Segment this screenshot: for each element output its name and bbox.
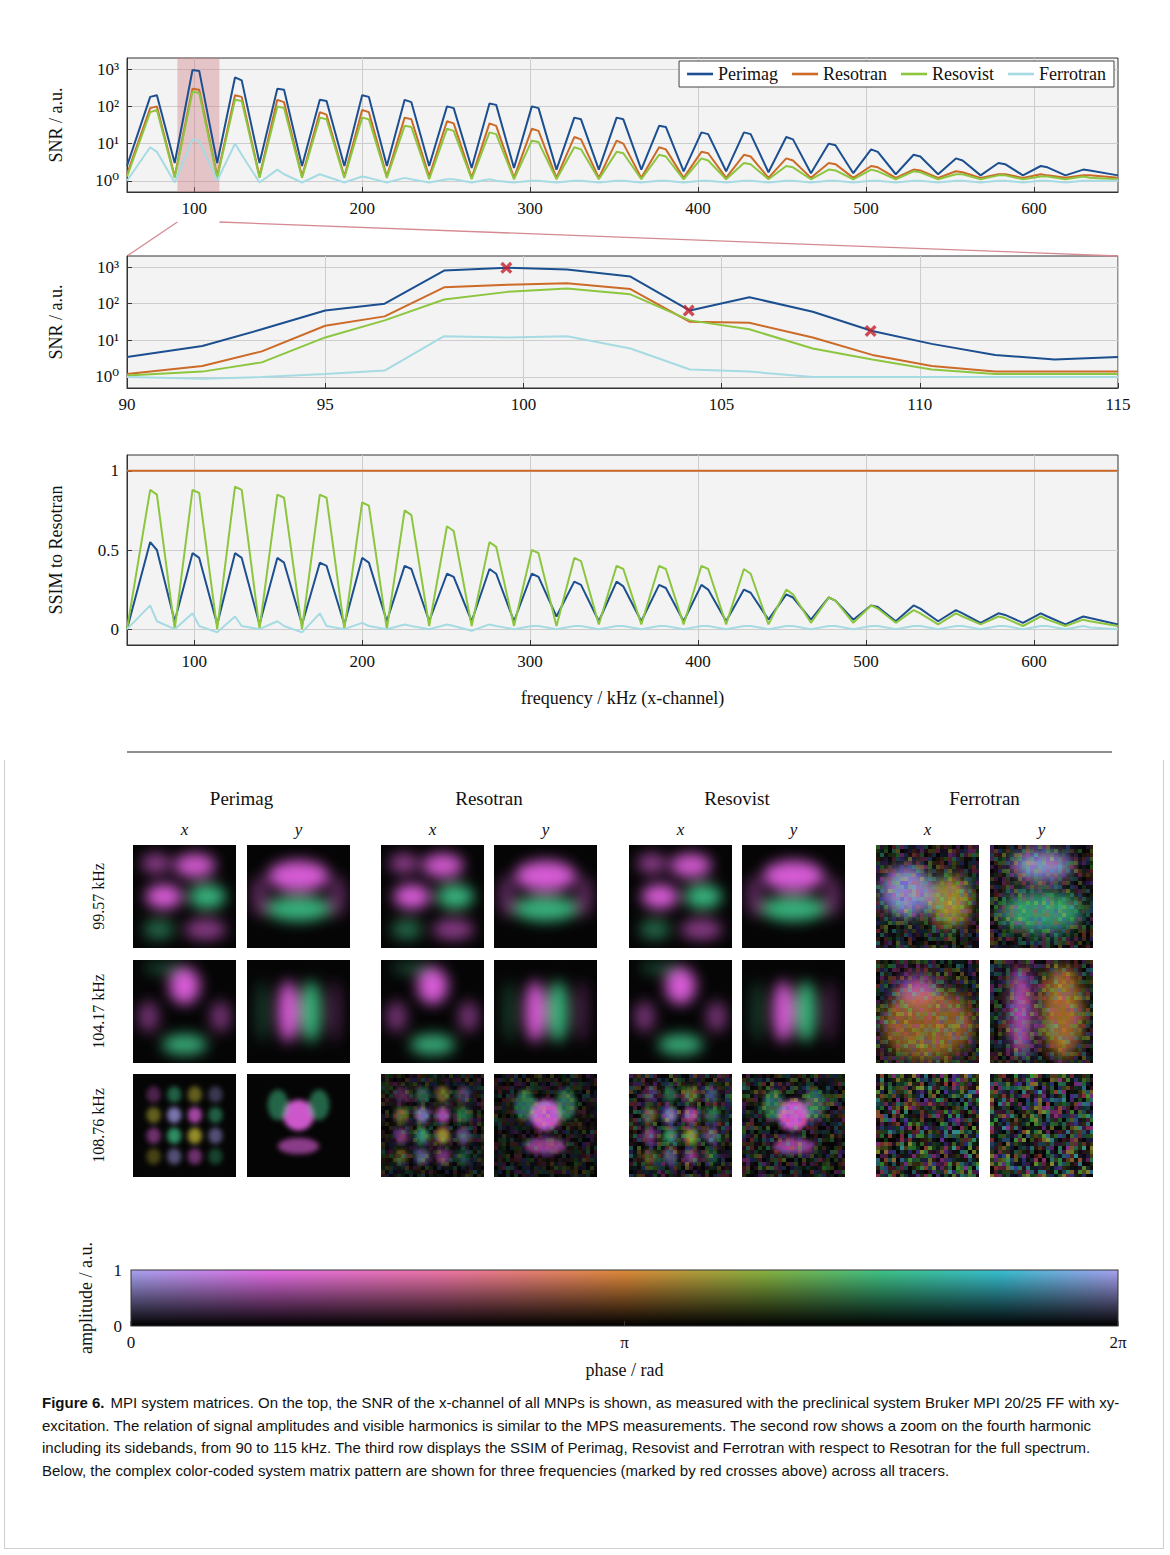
svg-text:Perimag: Perimag xyxy=(210,788,274,809)
svg-text:10⁰: 10⁰ xyxy=(95,367,119,386)
svg-text:10²: 10² xyxy=(97,97,119,116)
svg-text:x: x xyxy=(923,820,932,839)
svg-text:100: 100 xyxy=(181,199,207,218)
svg-text:105: 105 xyxy=(709,395,735,414)
svg-text:1: 1 xyxy=(114,1261,123,1280)
svg-text:400: 400 xyxy=(685,199,711,218)
svg-text:100: 100 xyxy=(511,395,537,414)
svg-text:frequency / kHz (x-channel): frequency / kHz (x-channel) xyxy=(521,688,724,709)
svg-text:10²: 10² xyxy=(97,294,119,313)
svg-text:0.5: 0.5 xyxy=(98,541,119,560)
svg-text:Perimag: Perimag xyxy=(718,64,778,84)
svg-text:1: 1 xyxy=(111,461,120,480)
svg-text:SNR / a.u.: SNR / a.u. xyxy=(46,284,66,359)
svg-text:Resovist: Resovist xyxy=(932,64,994,84)
svg-text:Ferrotran: Ferrotran xyxy=(1039,64,1106,84)
svg-text:108.76 kHz: 108.76 kHz xyxy=(90,1088,107,1163)
svg-text:y: y xyxy=(1036,820,1046,839)
svg-text:x: x xyxy=(428,820,437,839)
svg-text:10³: 10³ xyxy=(97,60,119,79)
html-text:Figure 6. MPI system matrices.: Figure 6. MPI system matrices. On the to… xyxy=(42,1394,1120,1479)
svg-text:Resotran: Resotran xyxy=(823,64,887,84)
svg-text:SSIM to Resotran: SSIM to Resotran xyxy=(46,485,66,614)
svg-text:10³: 10³ xyxy=(97,258,119,277)
svg-text:y: y xyxy=(293,820,303,839)
svg-text:10¹: 10¹ xyxy=(97,331,119,350)
svg-text:Ferrotran: Ferrotran xyxy=(949,788,1020,809)
svg-text:SNR / a.u.: SNR / a.u. xyxy=(46,87,66,162)
svg-text:0: 0 xyxy=(114,1317,123,1336)
svg-text:500: 500 xyxy=(853,652,879,671)
svg-text:y: y xyxy=(540,820,550,839)
svg-text:10⁰: 10⁰ xyxy=(95,171,119,190)
svg-text:95: 95 xyxy=(317,395,334,414)
svg-text:y: y xyxy=(788,820,798,839)
svg-text:400: 400 xyxy=(685,652,711,671)
svg-text:100: 100 xyxy=(181,652,207,671)
svg-text:x: x xyxy=(676,820,685,839)
svg-text:300: 300 xyxy=(517,652,543,671)
svg-text:200: 200 xyxy=(349,199,375,218)
svg-text:phase / rad: phase / rad xyxy=(586,1360,664,1380)
svg-text:Resovist: Resovist xyxy=(704,788,770,809)
svg-text:amplitude / a.u.: amplitude / a.u. xyxy=(76,1242,96,1354)
svg-text:0: 0 xyxy=(111,620,120,639)
svg-text:π: π xyxy=(620,1333,629,1352)
svg-text:200: 200 xyxy=(349,652,375,671)
svg-text:x: x xyxy=(180,820,189,839)
svg-text:10¹: 10¹ xyxy=(97,134,119,153)
svg-text:115: 115 xyxy=(1106,395,1131,414)
svg-text:0: 0 xyxy=(127,1333,136,1352)
svg-text:300: 300 xyxy=(517,199,543,218)
svg-text:99.57 kHz: 99.57 kHz xyxy=(90,863,107,930)
svg-text:500: 500 xyxy=(853,199,879,218)
svg-text:90: 90 xyxy=(119,395,136,414)
svg-text:2π: 2π xyxy=(1109,1333,1127,1352)
svg-text:600: 600 xyxy=(1021,652,1047,671)
svg-text:104.17 kHz: 104.17 kHz xyxy=(90,974,107,1049)
svg-text:Resotran: Resotran xyxy=(455,788,523,809)
svg-text:110: 110 xyxy=(907,395,932,414)
svg-text:600: 600 xyxy=(1021,199,1047,218)
